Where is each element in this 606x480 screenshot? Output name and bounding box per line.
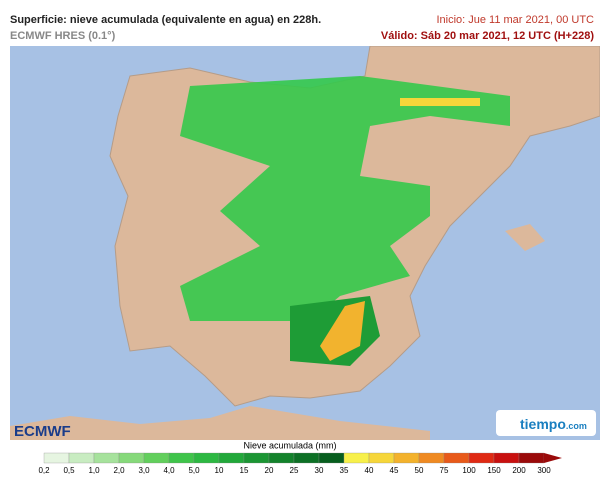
legend-tick: 30 <box>315 466 324 475</box>
snow-yellow <box>400 98 480 106</box>
legend-swatch <box>418 452 445 464</box>
legend-tick: 10 <box>215 466 224 475</box>
legend-swatch <box>243 452 270 464</box>
map: ECMWF tiempo.com <box>10 46 600 440</box>
legend-tick: 25 <box>290 466 299 475</box>
legend-arrow <box>544 453 562 463</box>
init-time: Inicio: Jue 11 mar 2021, 00 UTC <box>436 14 594 26</box>
model-label: ECMWF HRES (0.1°) <box>10 30 116 42</box>
legend-swatch <box>143 452 170 464</box>
legend-title: Nieve acumulada (mm) <box>243 440 336 450</box>
legend-tick: 5,0 <box>188 466 200 475</box>
legend-tick: 40 <box>365 466 374 475</box>
legend-tick: 3,0 <box>138 466 150 475</box>
legend-tick: 20 <box>265 466 274 475</box>
legend-tick: 2,0 <box>113 466 125 475</box>
legend-swatch <box>193 452 220 464</box>
tiempo-logo: tiempo.com <box>520 416 587 432</box>
legend-tick: 0,5 <box>63 466 75 475</box>
legend-swatch <box>518 452 545 464</box>
legend-tick: 100 <box>462 466 476 475</box>
legend-tick: 1,0 <box>88 466 100 475</box>
legend-swatch <box>293 452 320 464</box>
legend-swatch <box>68 452 95 464</box>
legend: Nieve acumulada (mm) 0,2 0,5 1,0 2,0 3,0 4,0 5… <box>38 440 562 475</box>
map-title: Superficie: nieve acumulada (equivalente… <box>10 14 322 26</box>
balearic <box>505 224 545 251</box>
legend-tick: 75 <box>440 466 449 475</box>
legend-swatch <box>318 452 345 464</box>
legend-swatch <box>118 452 145 464</box>
tiempo-suffix: .com <box>566 421 587 431</box>
legend-tick: 45 <box>390 466 399 475</box>
legend-tick: 150 <box>487 466 501 475</box>
legend-swatch <box>168 452 195 464</box>
legend-swatch <box>493 452 520 464</box>
legend-swatch <box>468 452 495 464</box>
legend-tick: 35 <box>340 466 349 475</box>
legend-swatch <box>393 452 420 464</box>
snow-orange <box>320 301 365 361</box>
snow-green <box>180 76 510 321</box>
legend-swatch <box>443 452 470 464</box>
ecmwf-logo: ECMWF <box>14 423 71 440</box>
valid-time: Válido: Sáb 20 mar 2021, 12 UTC (H+228) <box>380 30 594 42</box>
africa-land <box>10 406 430 440</box>
legend-tick: 50 <box>415 466 424 475</box>
legend-tick: 300 <box>537 466 551 475</box>
legend-swatch <box>93 452 120 464</box>
legend-tick: 0,2 <box>38 466 50 475</box>
legend-swatch <box>343 452 370 464</box>
tiempo-box <box>496 410 596 436</box>
tiempo-name: tiempo <box>520 416 566 432</box>
legend-tick: 200 <box>512 466 526 475</box>
legend-tick: 4,0 <box>163 466 175 475</box>
legend-swatch <box>368 452 395 464</box>
legend-swatch <box>43 452 70 464</box>
legend-swatch <box>218 452 245 464</box>
legend-tick: 15 <box>240 466 249 475</box>
legend-swatch <box>268 452 295 464</box>
